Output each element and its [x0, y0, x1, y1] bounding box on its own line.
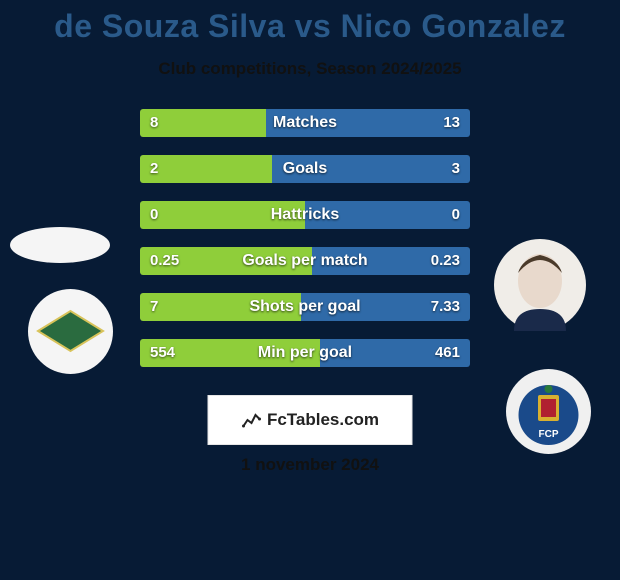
comparison-main: FCP 813Matches23Goals00Hattricks0.250.23… — [0, 109, 620, 374]
date-label: 1 november 2024 — [0, 455, 620, 475]
stat-label: Min per goal — [140, 339, 470, 367]
subtitle: Club competitions, Season 2024/2025 — [0, 59, 620, 79]
club-right-crest-icon: FCP — [506, 369, 591, 454]
comparison-card: de Souza Silva vs Nico Gonzalez Club com… — [0, 0, 620, 580]
stat-label: Goals per match — [140, 247, 470, 275]
player-left-avatar — [10, 227, 110, 263]
stat-row: 77.33Shots per goal — [140, 293, 470, 321]
svg-text:FCP: FCP — [539, 429, 559, 440]
stat-row: 813Matches — [140, 109, 470, 137]
club-right-badge: FCP — [506, 369, 591, 454]
stat-label: Shots per goal — [140, 293, 470, 321]
source-badge: FcTables.com — [208, 395, 413, 445]
stat-label: Goals — [140, 155, 470, 183]
stat-bars: 813Matches 23Goals 00Hattricks 0.250.23Goal… — [140, 109, 470, 385]
page-title: de Souza Silva vs Nico Gonzalez — [0, 0, 620, 45]
stat-row: 23Goals — [140, 155, 470, 183]
stat-row: 554461Min per goal — [140, 339, 470, 367]
player-right-avatar — [494, 239, 586, 331]
club-left-crest-icon — [28, 289, 113, 374]
stat-row: 0.250.23Goals per match — [140, 247, 470, 275]
stat-label: Matches — [140, 109, 470, 137]
stat-row: 00Hattricks — [140, 201, 470, 229]
player-right-face-icon — [494, 239, 586, 331]
source-label: FcTables.com — [267, 410, 379, 430]
stat-label: Hattricks — [140, 201, 470, 229]
club-left-badge — [28, 289, 113, 374]
source-logo-icon — [241, 409, 263, 431]
